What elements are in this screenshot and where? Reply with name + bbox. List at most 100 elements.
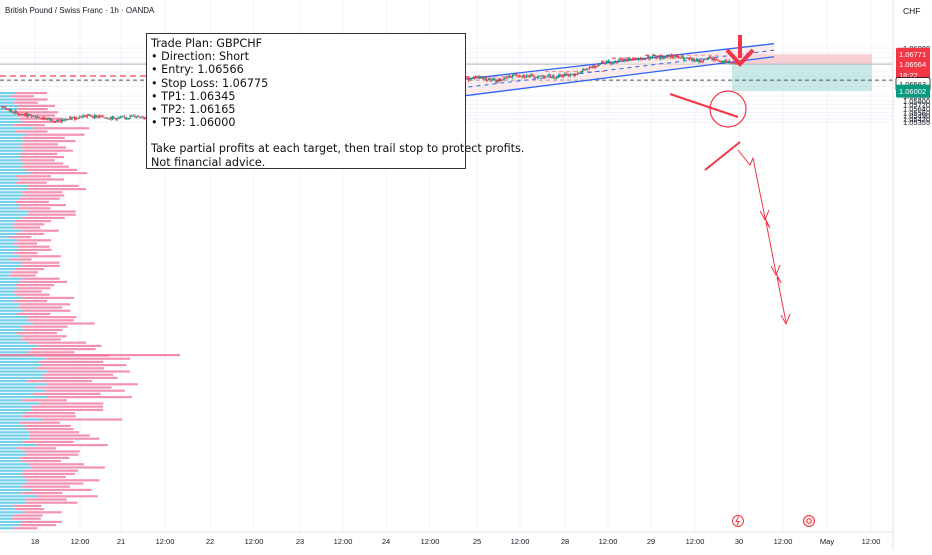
profile-bar (0, 316, 28, 319)
candle-body (593, 65, 595, 68)
candle-body (597, 64, 599, 67)
candle-body (727, 60, 730, 63)
profile-bar (15, 98, 48, 101)
candle-body (127, 118, 129, 119)
profile-bar (0, 124, 13, 127)
note-line: • TP2: 1.06165 (151, 103, 236, 117)
candle-body (494, 79, 496, 81)
economic-event-icon[interactable] (732, 515, 744, 527)
profile-bar (23, 476, 66, 479)
candle-body (559, 74, 561, 77)
profile-bar (0, 325, 22, 328)
profile-bar (0, 245, 19, 248)
candle-body (636, 58, 638, 60)
candle-body (547, 75, 549, 77)
projected-path-tp2 (764, 217, 777, 274)
profile-bar (0, 338, 21, 341)
candle-body (675, 55, 677, 57)
candle-body (109, 117, 111, 120)
candle-body (59, 119, 61, 121)
profile-bar (27, 188, 87, 191)
profile-bar (35, 386, 112, 389)
profile-bar (18, 245, 50, 248)
candle-body (705, 58, 707, 60)
profile-bar (15, 508, 45, 511)
profile-bar (0, 428, 27, 431)
time-axis[interactable]: 18 12:00 21 12:00 22 12:00 23 12:00 24 12:00 25 12:… (31, 537, 881, 546)
price-tick-label: 1.05720 (903, 101, 930, 110)
profile-bar (0, 479, 29, 482)
candle-body (697, 59, 699, 62)
profile-bar (19, 524, 57, 527)
time-tick-label: May (820, 537, 834, 546)
time-tick-label: 29 (647, 537, 655, 546)
candle-body (510, 77, 512, 78)
profile-bar (0, 456, 20, 459)
candle-body (687, 57, 689, 60)
profile-bar (0, 165, 22, 168)
trade-plan-note[interactable]: Trade Plan: GBPCHF • Direction: Short • … (146, 33, 524, 169)
profile-bar (36, 367, 105, 370)
candle-body (513, 75, 515, 76)
candle-body (476, 76, 478, 78)
time-tick-label: 12:00 (71, 537, 90, 546)
profile-bar (0, 232, 17, 235)
candle-body (534, 77, 536, 79)
candle-body (70, 117, 72, 120)
time-tick-label: 18 (31, 537, 39, 546)
candle-body (23, 114, 26, 116)
profile-bar (0, 181, 16, 184)
candle-body (50, 118, 52, 120)
profile-bar (20, 303, 71, 306)
profile-bar (45, 357, 131, 360)
candle-body (603, 61, 605, 64)
candle-body (465, 78, 467, 80)
profile-bar (0, 127, 34, 130)
candle-body (711, 58, 713, 61)
profile-bar (0, 117, 19, 120)
candle-body (529, 75, 531, 78)
candle-body (118, 117, 121, 119)
candle-body (505, 76, 508, 78)
profile-bar (32, 322, 95, 325)
candle-body (627, 60, 629, 61)
candle-body (590, 66, 592, 68)
candle-body (628, 58, 630, 61)
profile-bar (0, 511, 24, 514)
profile-bar (18, 207, 51, 210)
price-tick-label: 1.05800 (903, 97, 930, 106)
time-tick-label: 22 (206, 537, 214, 546)
candle-body (594, 65, 597, 68)
profile-bar (0, 319, 28, 322)
symbol-title: British Pound / Swiss Franc · 1h · OANDA (5, 6, 155, 15)
candle-body (130, 115, 132, 117)
candle-body (21, 114, 23, 115)
profile-bar (18, 312, 51, 315)
candle-body (473, 77, 476, 79)
profile-bar (16, 114, 55, 117)
candle-body (526, 75, 528, 78)
profile-bar (20, 191, 63, 194)
candle-body (587, 68, 590, 70)
profile-bar (25, 133, 85, 136)
profile-bar (0, 226, 13, 229)
candle-body (632, 58, 635, 60)
profile-bar (15, 284, 55, 287)
dividend-event-icon[interactable] (803, 515, 815, 527)
candle-body (708, 56, 711, 59)
candle-body (142, 117, 144, 119)
profile-bar (0, 485, 22, 488)
candle-body (688, 57, 690, 60)
profile-bar (38, 360, 104, 363)
profile-bar (0, 383, 47, 386)
candle-body (58, 119, 60, 121)
candle-body (507, 77, 509, 79)
profile-bar (0, 437, 30, 440)
candle-body (732, 62, 734, 64)
candle-body (666, 56, 668, 58)
candle-body (65, 119, 67, 121)
candle-body (110, 117, 112, 120)
profile-bar (18, 306, 63, 309)
candle-body (654, 55, 656, 57)
